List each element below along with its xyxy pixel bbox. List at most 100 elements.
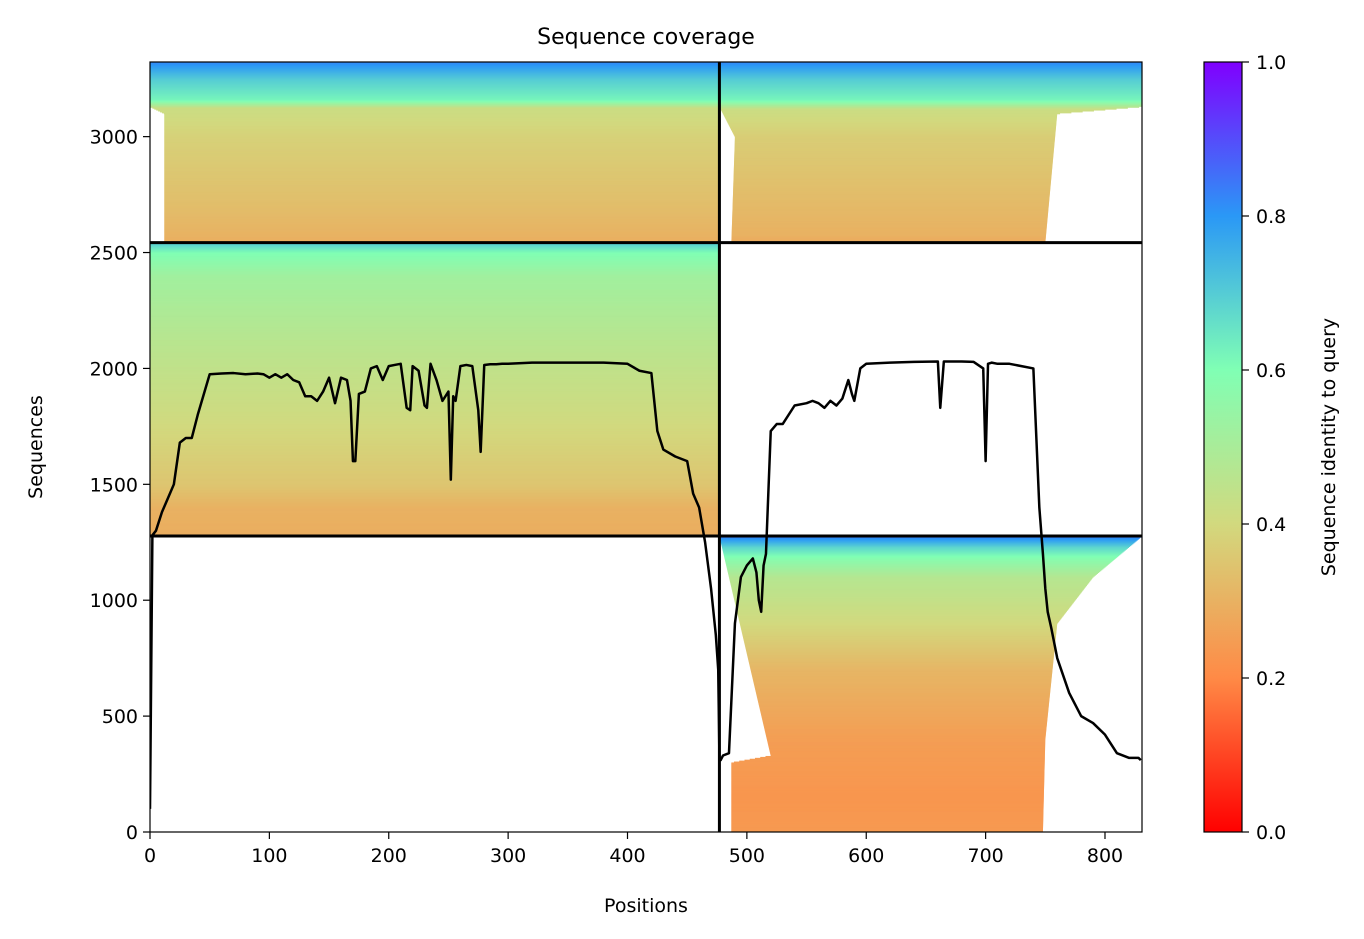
coverage-band bbox=[150, 72, 720, 75]
coverage-band bbox=[731, 823, 1044, 826]
coverage-band bbox=[749, 664, 1053, 666]
coverage-band bbox=[150, 355, 720, 357]
coverage-band bbox=[164, 190, 720, 193]
coverage-band bbox=[150, 458, 720, 460]
coverage-band bbox=[164, 205, 720, 208]
coverage-band bbox=[150, 388, 720, 391]
coverage-band bbox=[762, 718, 1048, 721]
coverage-band bbox=[150, 319, 720, 321]
coverage-band bbox=[150, 261, 720, 264]
y-axis-label: Sequences bbox=[25, 395, 47, 499]
coverage-band bbox=[762, 717, 1048, 720]
coverage-band bbox=[150, 497, 720, 499]
coverage-band bbox=[734, 158, 1054, 160]
coverage-band bbox=[756, 692, 1051, 694]
coverage-blocks bbox=[150, 62, 1142, 832]
coverage-band bbox=[164, 188, 720, 191]
coverage-band bbox=[150, 394, 720, 396]
coverage-band bbox=[164, 156, 720, 158]
coverage-band bbox=[150, 426, 720, 429]
coverage-band bbox=[731, 785, 1045, 788]
coverage-band bbox=[150, 267, 720, 269]
coverage-band bbox=[150, 443, 720, 445]
coverage-band bbox=[150, 303, 720, 305]
coverage-band bbox=[742, 635, 1056, 637]
coverage-band bbox=[164, 180, 720, 182]
coverage-band bbox=[150, 490, 720, 493]
coverage-band bbox=[723, 551, 1124, 553]
coverage-band bbox=[731, 795, 1044, 798]
coverage-band bbox=[731, 235, 1046, 237]
coverage-band bbox=[150, 497, 720, 500]
coverage-band bbox=[150, 80, 720, 82]
coverage-band bbox=[728, 573, 1097, 575]
coverage-band bbox=[150, 460, 720, 463]
coverage-band bbox=[150, 327, 720, 329]
coverage-band bbox=[150, 485, 720, 487]
x-tick-label: 600 bbox=[848, 845, 884, 867]
coverage-band bbox=[732, 592, 1081, 595]
colorbar-tick-label: 0.6 bbox=[1256, 360, 1286, 382]
coverage-band bbox=[150, 478, 720, 481]
coverage-band bbox=[150, 351, 720, 354]
coverage-band bbox=[734, 147, 1054, 150]
coverage-band bbox=[734, 142, 1055, 144]
coverage-band bbox=[729, 579, 1091, 582]
coverage-band bbox=[737, 611, 1067, 613]
coverage-band bbox=[150, 499, 720, 502]
coverage-band bbox=[728, 123, 1057, 126]
coverage-band bbox=[731, 771, 1045, 774]
coverage-band bbox=[732, 222, 1048, 224]
coverage-band bbox=[746, 650, 1055, 652]
coverage-band bbox=[150, 84, 720, 86]
coverage-band bbox=[150, 471, 720, 473]
coverage-band bbox=[164, 203, 720, 206]
coverage-band bbox=[150, 345, 720, 347]
coverage-band bbox=[734, 138, 1055, 141]
coverage-band bbox=[731, 588, 1085, 590]
coverage-band bbox=[751, 674, 1052, 676]
coverage-band bbox=[150, 387, 720, 390]
coverage-band bbox=[164, 185, 720, 187]
coverage-band bbox=[727, 571, 1100, 573]
coverage-band bbox=[732, 211, 1049, 213]
coverage-band bbox=[732, 590, 1082, 593]
coverage-band bbox=[150, 362, 720, 365]
coverage-band bbox=[733, 761, 1045, 764]
coverage-band bbox=[150, 447, 720, 449]
coverage-band bbox=[150, 421, 720, 424]
coverage-band bbox=[164, 124, 720, 127]
coverage-band bbox=[750, 669, 1053, 672]
coverage-band bbox=[150, 259, 720, 262]
coverage-band bbox=[751, 670, 1053, 673]
coverage-band bbox=[152, 107, 720, 109]
coverage-band bbox=[150, 472, 720, 474]
coverage-band bbox=[150, 66, 720, 68]
coverage-band bbox=[150, 328, 720, 330]
coverage-band bbox=[733, 596, 1078, 599]
coverage-band bbox=[150, 512, 720, 515]
coverage-band bbox=[150, 349, 720, 352]
coverage-band bbox=[734, 136, 1056, 139]
coverage-band bbox=[731, 822, 1044, 825]
coverage-band bbox=[731, 814, 1044, 816]
coverage-band bbox=[719, 537, 1141, 539]
coverage-band bbox=[731, 801, 1044, 803]
coverage-band bbox=[156, 109, 720, 111]
coverage-band bbox=[150, 435, 720, 438]
coverage-band bbox=[754, 685, 1051, 688]
coverage-band bbox=[731, 800, 1044, 803]
coverage-band bbox=[164, 191, 720, 194]
coverage-band bbox=[736, 606, 1070, 609]
coverage-band bbox=[150, 263, 720, 265]
coverage-band bbox=[150, 76, 720, 79]
coverage-band bbox=[726, 565, 1106, 568]
coverage-band bbox=[150, 302, 720, 304]
coverage-band bbox=[150, 403, 720, 405]
coverage-band bbox=[150, 315, 720, 317]
coverage-band bbox=[150, 428, 720, 430]
coverage-band bbox=[731, 769, 1045, 772]
coverage-band bbox=[731, 587, 1085, 589]
coverage-band bbox=[164, 224, 720, 226]
coverage-band bbox=[164, 189, 720, 192]
